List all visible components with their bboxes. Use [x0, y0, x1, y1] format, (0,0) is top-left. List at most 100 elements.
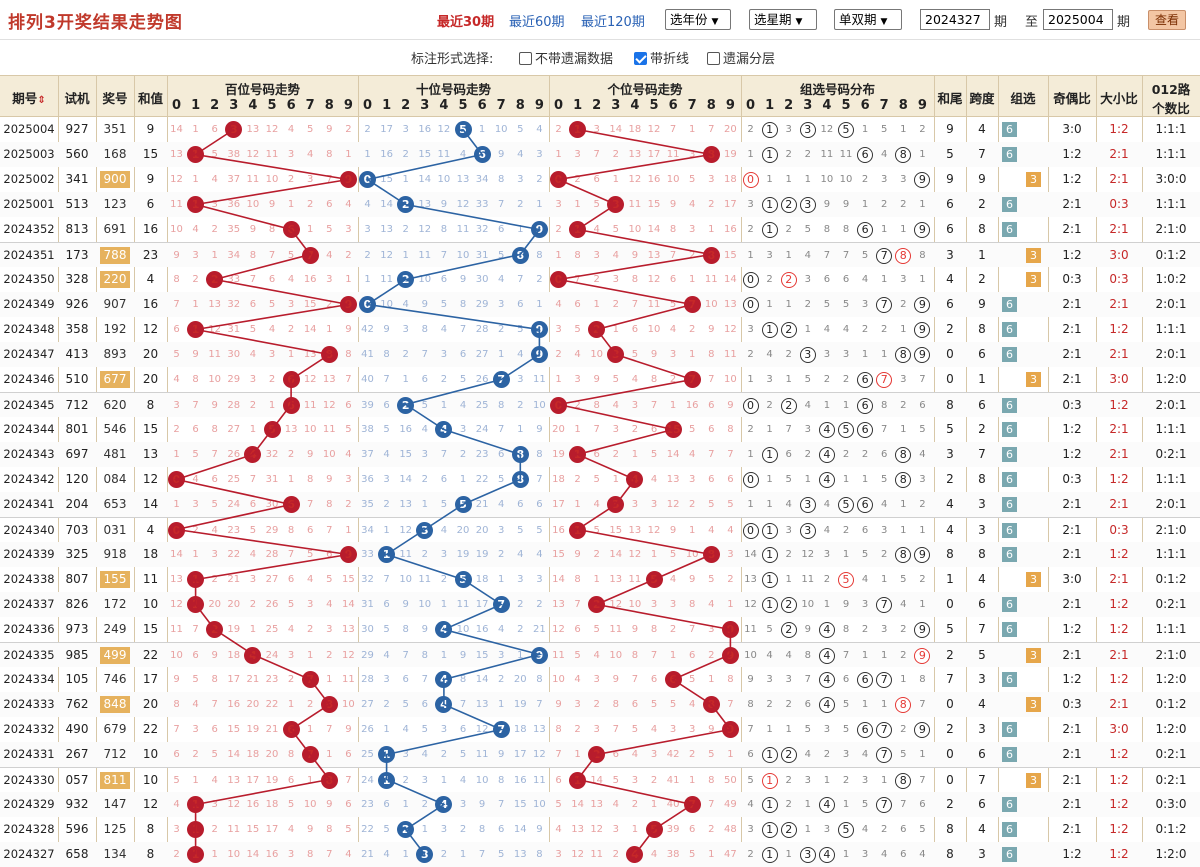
missing-count: 39	[361, 400, 374, 411]
missing-count: 30	[265, 499, 279, 510]
draw-ball: 7	[492, 721, 510, 738]
missing-count: 2	[517, 599, 524, 610]
draw-ball: 9	[339, 296, 357, 313]
missing-count: 4	[574, 674, 581, 685]
group-digit-ring: 1	[761, 446, 778, 463]
issue-header[interactable]: 期号⇕	[0, 88, 58, 107]
checkbox-icon[interactable]	[519, 52, 532, 65]
missing-count: 3	[708, 624, 715, 635]
missing-count: 14	[380, 199, 393, 210]
digit-header-2: 2	[210, 98, 220, 113]
group-missing-count: 5	[823, 299, 831, 310]
recent-30-link[interactable]: 最近30期	[437, 15, 495, 30]
missing-count: 10	[303, 799, 317, 810]
big-small-cell: 1:2	[1109, 672, 1129, 686]
draw-ball: 7	[492, 371, 510, 388]
group-missing-count: 6	[900, 849, 907, 860]
missing-count: 1	[708, 224, 715, 235]
big-small-cell: 2:1	[1109, 572, 1129, 586]
missing-count: 1	[727, 749, 734, 760]
route-cell: 2:0:1	[1155, 398, 1187, 412]
missing-count: 5	[708, 749, 715, 760]
year-select[interactable]: 选年份 ▼	[665, 9, 731, 30]
recent-60-link[interactable]: 最近60期	[509, 15, 565, 30]
mark-options-label: 标注形式选择:	[411, 52, 494, 67]
missing-count: 6	[326, 199, 333, 210]
group-missing-count: 3	[766, 250, 773, 261]
group-missing-count: 3	[785, 674, 792, 685]
missing-count: 6	[459, 349, 467, 360]
group-missing-count: 2	[785, 224, 792, 235]
missing-count: 7	[307, 499, 314, 510]
group-digit-ring: 3	[799, 346, 816, 363]
to-issue-input[interactable]: 2025004	[1043, 9, 1113, 30]
missing-count: 1	[173, 449, 180, 460]
missing-count: 9	[421, 624, 428, 635]
option-missing-layers[interactable]: 遗漏分层	[707, 48, 775, 67]
table-row: 2024345 712 8 8 6 0:3 1:2 2:0:1 620 3 7 9 28 2 1 6 11 12 6…	[0, 392, 1200, 417]
table-row: 2025001 513 6 6 2 2:1 0:3 1:1:1 123 11 1 3 36 10 9 1 2 6 4…	[0, 192, 1200, 217]
odd-even-issue-select[interactable]: 单双期 ▼	[834, 9, 902, 30]
sum-tail-cell: 3	[946, 248, 954, 262]
option-no-missing[interactable]: 不带遗漏数据	[519, 48, 613, 67]
missing-count: 1	[669, 400, 677, 411]
missing-count: 11	[170, 199, 183, 210]
group-missing-count: 3	[766, 374, 773, 385]
group-type-badge: 6	[1002, 122, 1017, 137]
sum-cell: 14	[142, 497, 159, 511]
group-missing-count: 8	[919, 674, 926, 685]
missing-count: 2	[440, 749, 448, 760]
missing-count: 9	[173, 674, 180, 685]
missing-count: 2	[192, 749, 199, 760]
group-digit-ring: 9	[914, 721, 931, 738]
group-missing-count: 1	[804, 824, 811, 835]
missing-count: 22	[361, 824, 374, 835]
missing-count: 2	[650, 775, 658, 786]
group-digit-ring: 1	[761, 522, 778, 539]
span-cell: 3	[978, 722, 986, 736]
digit-header-7: 7	[496, 98, 506, 113]
odd-even-cell: 3:0	[1062, 122, 1082, 136]
draw-ball: 9	[721, 721, 739, 738]
span-cell: 7	[978, 147, 986, 161]
missing-count: 3	[631, 499, 639, 510]
sum-cell: 4	[146, 523, 155, 537]
group-missing-count: 9	[842, 599, 850, 610]
draw-ball: 2	[397, 397, 415, 414]
from-issue-input[interactable]: 2024327	[920, 9, 990, 30]
weekday-select[interactable]: 选星期 ▼	[749, 9, 817, 30]
missing-count: 2	[612, 849, 619, 860]
missing-count: 9	[478, 799, 486, 810]
missing-count: 11	[724, 349, 737, 360]
group-missing-count: 5	[804, 374, 811, 385]
group-missing-count: 12	[820, 124, 834, 135]
digit-header-8: 8	[515, 98, 525, 113]
search-button[interactable]: 查看	[1148, 10, 1186, 30]
missing-count: 38	[227, 149, 241, 160]
award-number: 134	[103, 847, 127, 861]
trial-cell: 712	[65, 398, 89, 412]
checkbox-icon[interactable]	[707, 52, 720, 65]
sort-icon[interactable]: ⇕	[37, 95, 46, 106]
missing-count: 9	[459, 274, 467, 285]
missing-count: 2	[421, 799, 428, 810]
checkbox-checked-icon[interactable]	[634, 52, 647, 65]
option-with-lines[interactable]: 带折线	[634, 48, 689, 67]
column-divider	[96, 75, 97, 867]
draw-ball: 7	[683, 296, 701, 313]
sum-tail-cell: 2	[946, 322, 954, 336]
missing-count: 4	[536, 549, 543, 560]
group-missing-count: 2	[842, 374, 850, 385]
draw-ball: 1	[569, 121, 587, 138]
draw-ball: 4	[435, 671, 453, 688]
missing-count: 10	[533, 400, 546, 411]
draw-ball: 3	[416, 846, 434, 863]
group-missing-count: 5	[842, 724, 850, 735]
recent-120-link[interactable]: 最近120期	[581, 15, 645, 30]
sum-tail-cell: 8	[946, 398, 954, 412]
group-missing-count: 2	[747, 424, 754, 435]
missing-count: 14	[666, 449, 680, 460]
missing-count: 5	[421, 400, 428, 411]
missing-count: 6	[440, 474, 448, 485]
missing-count: 1	[402, 374, 409, 385]
